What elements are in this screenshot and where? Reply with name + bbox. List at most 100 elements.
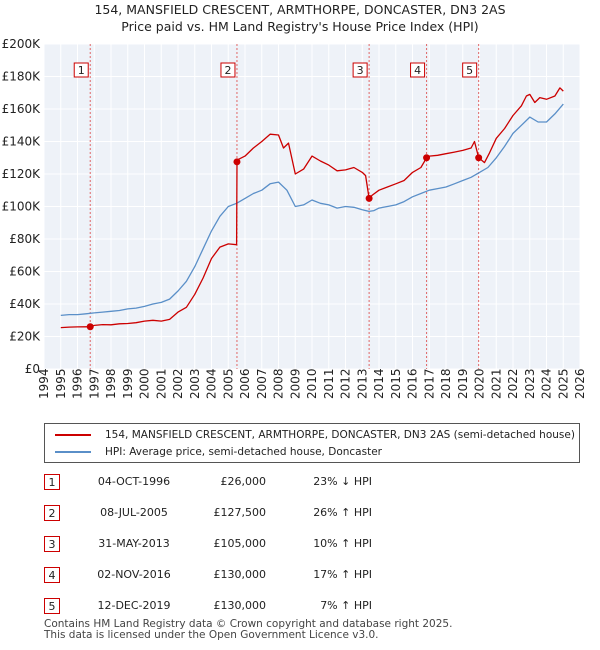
transaction-price: £26,000 xyxy=(220,475,267,488)
x-tick-label: 2003 xyxy=(188,368,202,399)
x-tick-label: 2017 xyxy=(422,368,436,399)
y-tick-label: £180K xyxy=(2,70,42,84)
series-line-hpi xyxy=(60,103,564,317)
sale-point xyxy=(475,154,483,162)
x-tick-label: 1994 xyxy=(37,368,51,399)
x-tick-label: 2014 xyxy=(372,368,386,399)
chart-subtitle: Price paid vs. HM Land Registry's House … xyxy=(121,19,479,34)
x-tick-label: 2016 xyxy=(406,368,420,399)
x-tick-label: 2012 xyxy=(339,368,353,399)
footer-licence: This data is licensed under the Open Gov… xyxy=(44,629,379,641)
x-tick-label: 2015 xyxy=(389,368,403,399)
table-row: 2 08-JUL-2005 £127,500 26% ↑ HPI xyxy=(44,505,444,525)
x-tick-label: 1995 xyxy=(54,368,68,399)
legend: 154, MANSFIELD CRESCENT, ARMTHORPE, DONC… xyxy=(44,423,580,463)
sale-label: 3 xyxy=(357,64,364,77)
transaction-hpi: 7% ↑ HPI xyxy=(320,599,372,612)
transaction-hpi: 17% ↑ HPI xyxy=(313,568,372,581)
x-tick-label: 2002 xyxy=(171,368,185,399)
sale-label-box xyxy=(462,62,478,78)
sale-label-box xyxy=(352,62,368,78)
legend-label-property: 154, MANSFIELD CRESCENT, ARMTHORPE, DONC… xyxy=(105,429,575,441)
x-tick-label: 2004 xyxy=(205,368,219,399)
table-row: 3 31-MAY-2013 £105,000 10% ↑ HPI xyxy=(44,536,444,556)
transaction-hpi: 23% ↓ HPI xyxy=(313,475,372,488)
x-tick-label: 2007 xyxy=(255,368,269,399)
y-tick-label: £0 xyxy=(25,362,40,376)
sale-label-box xyxy=(220,62,236,78)
x-tick-label: 1999 xyxy=(121,368,135,399)
y-tick-label: £20K xyxy=(9,330,41,344)
table-row: 5 12-DEC-2019 £130,000 7% ↑ HPI xyxy=(44,598,444,618)
sale-label: 1 xyxy=(78,64,85,77)
x-tick-label: 2018 xyxy=(439,368,453,399)
transaction-number: 5 xyxy=(44,598,60,614)
x-tick-label: 1998 xyxy=(104,368,118,399)
y-tick-label: £160K xyxy=(2,102,42,116)
x-tick-label: 2022 xyxy=(506,368,520,399)
legend-label-hpi: HPI: Average price, semi-detached house,… xyxy=(105,446,382,458)
sale-label: 5 xyxy=(466,64,473,77)
x-tick-label: 2006 xyxy=(238,368,252,399)
x-tick-label: 2023 xyxy=(523,368,537,399)
legend-swatch-hpi xyxy=(55,451,91,453)
transaction-date: 31-MAY-2013 xyxy=(98,537,170,550)
legend-swatch-property xyxy=(55,434,91,436)
x-tick-label: 2010 xyxy=(305,368,319,399)
transaction-hpi: 26% ↑ HPI xyxy=(313,506,372,519)
x-tick-label: 2021 xyxy=(489,368,503,399)
y-tick-label: £60K xyxy=(9,265,41,279)
series-line-property xyxy=(60,87,564,329)
x-tick-label: 2005 xyxy=(221,368,235,399)
y-tick-label: £40K xyxy=(9,297,41,311)
transaction-date: 04-OCT-1996 xyxy=(97,475,171,488)
footer: Contains HM Land Registry data © Crown c… xyxy=(44,619,452,641)
x-tick-label: 2001 xyxy=(154,368,168,399)
x-tick-label: 2024 xyxy=(540,368,554,399)
table-row: 1 04-OCT-1996 £26,000 23% ↓ HPI xyxy=(44,474,444,494)
y-tick-label: £200K xyxy=(2,37,42,51)
x-tick-label: 2026 xyxy=(573,368,587,399)
transaction-price: £130,000 xyxy=(213,568,267,581)
footer-copyright: Contains HM Land Registry data © Crown c… xyxy=(44,618,453,630)
sale-point xyxy=(86,323,94,331)
x-tick-label: 2000 xyxy=(138,368,152,399)
y-tick-label: £80K xyxy=(9,232,41,246)
price-chart: 1 2 3 4 5 £0 £20K £40K £60K £80K £100K £120K £140K £1… xyxy=(2,37,587,399)
transaction-number: 1 xyxy=(44,474,60,490)
x-tick-label: 1996 xyxy=(71,368,85,399)
transaction-number: 3 xyxy=(44,536,60,552)
sale-point xyxy=(233,158,241,166)
legend-item-property: 154, MANSFIELD CRESCENT, ARMTHORPE, DONC… xyxy=(55,427,575,443)
transaction-price: £105,000 xyxy=(213,537,267,550)
chart-title: 154, MANSFIELD CRESCENT, ARMTHORPE, DONC… xyxy=(94,2,506,17)
transaction-date: 08-JUL-2005 xyxy=(100,506,168,519)
sale-point xyxy=(423,154,431,162)
y-tick-label: £120K xyxy=(2,167,42,181)
transaction-number: 4 xyxy=(44,567,60,583)
legend-item-hpi: HPI: Average price, semi-detached house,… xyxy=(55,444,382,460)
x-tick-label: 2019 xyxy=(456,368,470,399)
sale-label: 2 xyxy=(224,64,231,77)
transaction-price: £127,500 xyxy=(213,506,267,519)
plot-area: 1 2 3 4 5 £0 £20K £40K £60K £80K £100K £120K £140K £1… xyxy=(2,37,587,399)
x-tick-label: 2009 xyxy=(288,368,302,399)
table-row: 4 02-NOV-2016 £130,000 17% ↑ HPI xyxy=(44,567,444,587)
y-tick-label: £140K xyxy=(2,135,42,149)
sale-label-box xyxy=(73,62,89,78)
transaction-number: 2 xyxy=(44,505,60,521)
x-tick-label: 2008 xyxy=(272,368,286,399)
transaction-price: £130,000 xyxy=(213,599,267,612)
x-tick-label: 2025 xyxy=(556,368,570,399)
x-tick-label: 1997 xyxy=(87,368,101,399)
sale-point xyxy=(365,194,373,202)
x-tick-label: 2011 xyxy=(322,368,336,399)
sale-label: 4 xyxy=(414,64,421,77)
x-tick-label: 2020 xyxy=(473,368,487,399)
transaction-date: 12-DEC-2019 xyxy=(97,599,171,612)
transaction-date: 02-NOV-2016 xyxy=(97,568,171,581)
y-tick-label: £100K xyxy=(2,200,42,214)
transaction-hpi: 10% ↑ HPI xyxy=(313,537,372,550)
x-tick-label: 2013 xyxy=(355,368,369,399)
sale-label-box xyxy=(410,62,426,78)
